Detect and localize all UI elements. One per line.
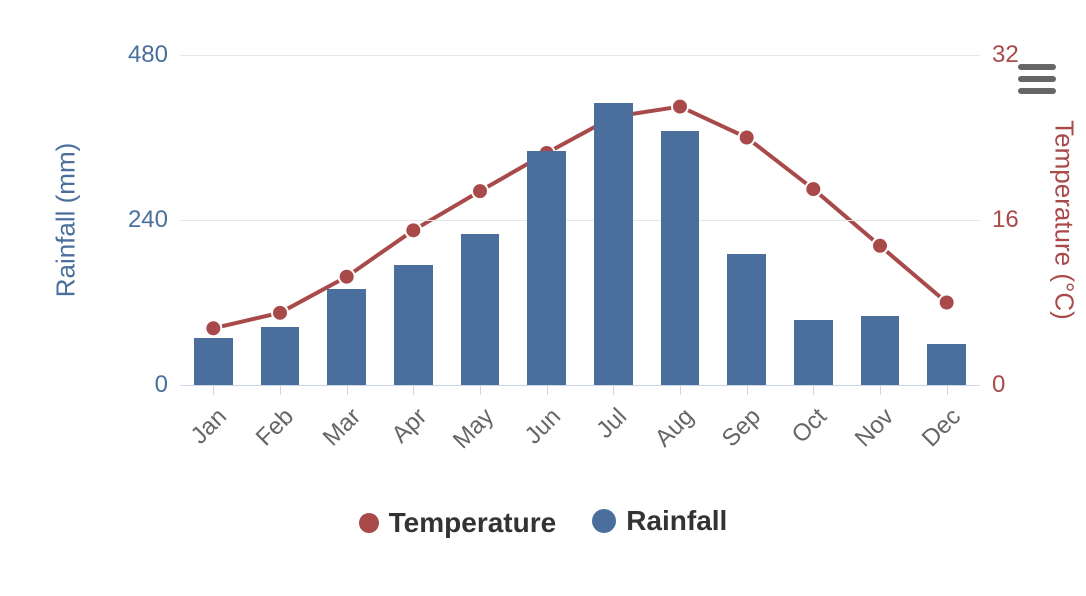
x-tick-label: Jan <box>171 403 233 465</box>
x-tick-label: May <box>438 403 500 465</box>
temperature-point[interactable] <box>872 238 888 254</box>
temperature-point[interactable] <box>672 99 688 115</box>
y-left-tick-label: 0 <box>155 371 168 399</box>
bar[interactable] <box>327 289 366 385</box>
bar[interactable] <box>661 131 700 385</box>
x-axis-line <box>180 385 980 386</box>
temperature-point[interactable] <box>405 222 421 238</box>
x-tick-label: Feb <box>238 403 300 465</box>
bar[interactable] <box>194 338 233 385</box>
x-tick-label: Apr <box>371 403 433 465</box>
menu-icon[interactable] <box>1018 64 1056 94</box>
x-tick <box>813 385 814 395</box>
temperature-point[interactable] <box>339 269 355 285</box>
x-tick <box>413 385 414 395</box>
gridline <box>180 220 980 221</box>
bar[interactable] <box>527 151 566 385</box>
legend-marker-icon <box>592 509 616 533</box>
gridline <box>180 55 980 56</box>
y-left-tick-label: 240 <box>128 206 168 234</box>
x-tick-label: Sep <box>704 403 766 465</box>
x-tick <box>480 385 481 395</box>
x-tick <box>547 385 548 395</box>
legend: Temperature Rainfall <box>0 505 1086 539</box>
x-tick <box>213 385 214 395</box>
y-left-tick-label: 480 <box>128 41 168 69</box>
x-tick-label: Jun <box>504 403 566 465</box>
x-tick-label: Dec <box>904 403 966 465</box>
temperature-point[interactable] <box>739 130 755 146</box>
x-tick <box>347 385 348 395</box>
y-right-axis-title: Temperature (°C) <box>1049 120 1080 320</box>
y-right-tick-label: 16 <box>992 206 1019 234</box>
x-tick-label: Jul <box>571 403 633 465</box>
bar[interactable] <box>727 254 766 385</box>
temperature-point[interactable] <box>272 305 288 321</box>
bar[interactable] <box>927 344 966 385</box>
x-tick <box>613 385 614 395</box>
temperature-point[interactable] <box>939 295 955 311</box>
plot-area <box>180 55 980 385</box>
y-right-tick-label: 32 <box>992 41 1019 69</box>
legend-item-temperature[interactable]: Temperature <box>359 507 557 539</box>
y-right-tick-label: 0 <box>992 371 1005 399</box>
bar[interactable] <box>794 320 833 385</box>
x-tick <box>747 385 748 395</box>
x-tick <box>680 385 681 395</box>
legend-label: Rainfall <box>626 505 727 537</box>
y-left-axis-title: Rainfall (mm) <box>51 143 82 298</box>
x-tick-label: Oct <box>771 403 833 465</box>
temperature-point[interactable] <box>472 183 488 199</box>
x-tick <box>880 385 881 395</box>
x-tick-label: Nov <box>838 403 900 465</box>
x-tick <box>280 385 281 395</box>
bar[interactable] <box>394 265 433 385</box>
temperature-point[interactable] <box>805 181 821 197</box>
x-tick-label: Mar <box>304 403 366 465</box>
x-tick <box>947 385 948 395</box>
x-tick-label: Aug <box>638 403 700 465</box>
legend-item-rainfall[interactable]: Rainfall <box>592 505 727 537</box>
temperature-point[interactable] <box>205 320 221 336</box>
temperature-line <box>213 107 946 329</box>
chart-container: Rainfall (mm) Temperature (°C) Temperatu… <box>0 0 1086 596</box>
bar[interactable] <box>594 103 633 385</box>
bar[interactable] <box>861 316 900 385</box>
bar[interactable] <box>261 327 300 385</box>
bar[interactable] <box>461 234 500 385</box>
legend-marker-icon <box>359 513 379 533</box>
legend-label: Temperature <box>389 507 557 539</box>
